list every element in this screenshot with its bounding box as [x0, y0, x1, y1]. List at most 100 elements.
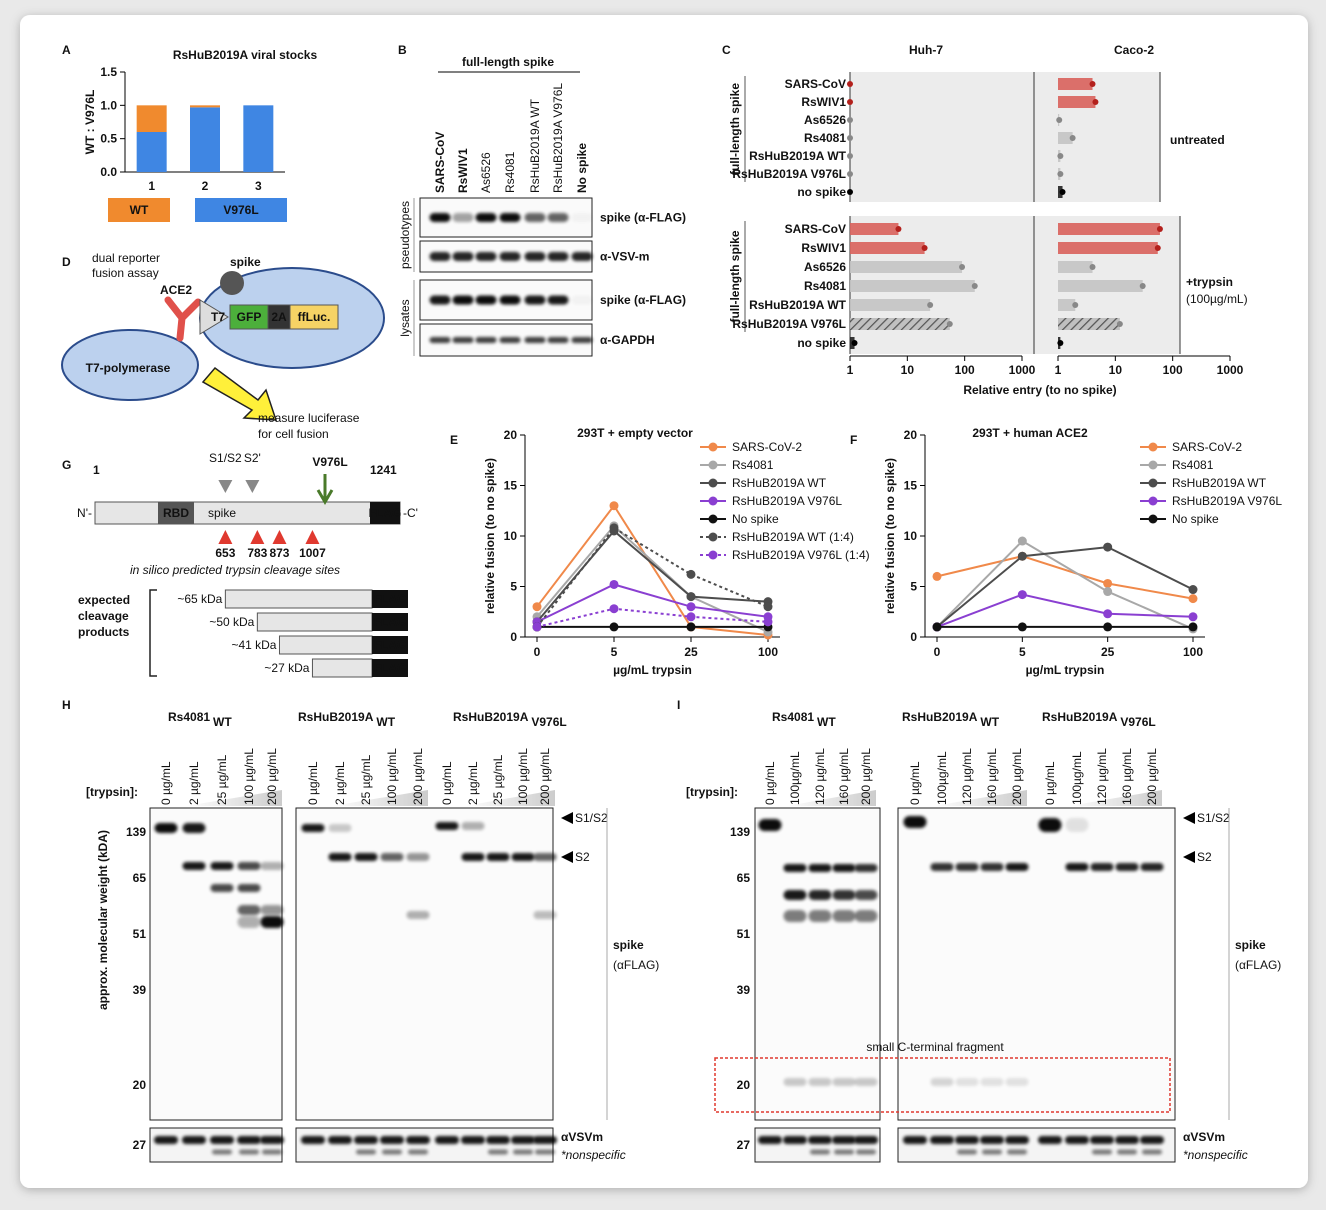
band-pointer	[561, 851, 573, 863]
x-axis-label: µg/mL trypsin	[1026, 663, 1105, 677]
blot-band	[1142, 1149, 1162, 1155]
blot-band	[832, 1136, 856, 1144]
data-point	[1188, 612, 1198, 622]
x-tick-label: 1	[148, 179, 155, 193]
caption: measure luciferase	[258, 411, 360, 425]
category-label: Rs4081	[804, 279, 846, 293]
cleavage-note: in silico predicted trypsin cleavage sit…	[130, 563, 340, 577]
chart-title: 293T + human ACE2	[972, 426, 1088, 440]
band-label: S2	[575, 850, 590, 864]
category-label: RsWIV1	[801, 95, 846, 109]
band-pointer	[1183, 812, 1195, 824]
blot-band	[572, 213, 593, 222]
data-point	[959, 264, 966, 270]
bar	[1058, 299, 1076, 311]
blot-band	[429, 252, 451, 261]
blot-band	[903, 1136, 927, 1144]
blot-band	[475, 213, 497, 222]
product-bar	[256, 612, 373, 632]
chart-title: 293T + empty vector	[577, 426, 693, 440]
bar	[1058, 242, 1158, 254]
data-point	[1057, 340, 1064, 346]
blot-band	[1038, 818, 1062, 832]
bracket	[149, 589, 157, 677]
cleavage-label: 873	[269, 546, 289, 560]
lane-label: As6526	[479, 152, 493, 193]
lane-label: 120 µg/mL	[813, 748, 827, 805]
marker-label: 20	[737, 1078, 751, 1092]
annotation: small C-terminal fragment	[866, 1040, 1004, 1054]
note-label: *nonspecific	[1183, 1148, 1248, 1162]
band-label: S2	[1197, 850, 1212, 864]
blot-band	[1117, 1149, 1137, 1155]
blot-band	[834, 1149, 854, 1155]
arrow-icon	[201, 366, 278, 421]
trypsin-label: [trypsin]:	[686, 785, 738, 799]
blot-band	[547, 295, 569, 305]
lane-label: 0 µg/mL	[159, 761, 173, 805]
blot-band	[511, 853, 535, 861]
blot-band	[854, 1136, 878, 1144]
blot-band	[182, 1136, 206, 1144]
data-point	[1188, 585, 1198, 595]
category-label: SARS-CoV	[785, 77, 846, 91]
blot-band	[571, 252, 593, 261]
panel-letter: C	[722, 43, 731, 57]
terminus-label: -C'	[403, 506, 418, 520]
blot-band	[380, 853, 404, 861]
blot-band	[486, 853, 510, 861]
blot-band	[930, 863, 954, 871]
blot-band	[980, 863, 1004, 871]
blot-band	[475, 295, 497, 305]
blot-row-label: α-VSV-m	[600, 250, 649, 264]
blot-band	[499, 337, 521, 343]
blot-band	[783, 864, 807, 872]
blot-band	[212, 1149, 232, 1155]
blot-band	[1115, 1136, 1139, 1144]
data-point	[609, 579, 619, 589]
blot-band	[499, 295, 521, 305]
bar	[1058, 318, 1120, 330]
promoter-icon	[199, 299, 229, 335]
blot-band	[237, 862, 261, 870]
group-label: lysates	[398, 299, 412, 336]
data-point	[1017, 551, 1027, 561]
loading-label: αVSVm	[561, 1130, 603, 1144]
category-label: Rs4081	[804, 131, 846, 145]
category-label: RsWIV1	[801, 241, 846, 255]
panel-letter: F	[850, 433, 857, 447]
blot-band	[808, 910, 832, 922]
x-tick-label: 25	[684, 645, 698, 659]
blot-band	[461, 1136, 485, 1144]
data-point	[1154, 245, 1161, 251]
trypsin-wedge	[332, 790, 428, 806]
blot-frame	[149, 807, 283, 1121]
tag-label: FLAG	[374, 615, 407, 629]
blot-band	[435, 1136, 459, 1144]
category-label: no spike	[797, 185, 846, 199]
marker-label: 39	[737, 983, 751, 997]
marker-label: 65	[133, 871, 147, 885]
series-line	[536, 583, 769, 623]
legend-swatch	[708, 496, 718, 506]
data-point	[1103, 542, 1113, 552]
lane-label: SARS-CoV	[433, 132, 447, 193]
cleavage-marker	[250, 530, 265, 544]
data-point	[1139, 283, 1146, 289]
data-point	[686, 592, 696, 602]
blot-band	[406, 911, 430, 919]
sample-label: RsHuB2019A	[298, 710, 374, 724]
blot-band	[382, 1149, 402, 1155]
legend-swatch	[1148, 460, 1158, 470]
blot-band	[854, 1078, 878, 1086]
blot-band	[957, 1149, 977, 1155]
data-point	[763, 602, 773, 612]
blot-band	[1007, 1149, 1027, 1155]
series-line	[936, 539, 1194, 630]
blot-band	[980, 1136, 1004, 1144]
x-tick-label: 100	[758, 645, 778, 659]
y-tick-label: 5	[510, 580, 517, 594]
group-sublabel: (100µg/mL)	[1186, 292, 1248, 306]
data-point	[1017, 590, 1027, 600]
